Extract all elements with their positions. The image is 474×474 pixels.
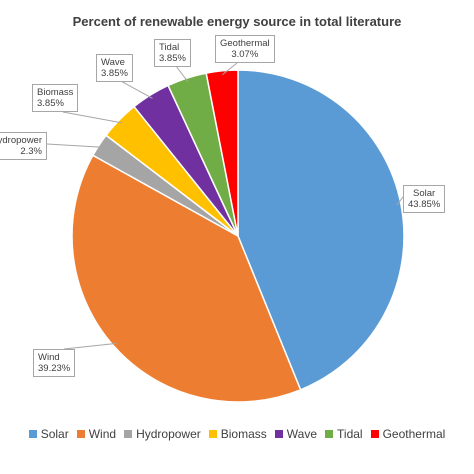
slice-label-tidal: Tidal	[159, 42, 180, 53]
slice-label-biomass: Biomass	[37, 87, 74, 98]
legend-label-wave: Wave	[286, 427, 318, 441]
slice-value-wave: 3.85%	[101, 68, 128, 79]
slice-label-geothermal: Geothermal	[220, 38, 270, 49]
legend-label-hydropower: Hydropower	[136, 427, 201, 441]
legend-label-solar: Solar	[40, 427, 69, 441]
legend-item-wind: Wind	[76, 427, 117, 441]
legend-swatch-biomass	[208, 430, 217, 438]
legend: Solar Wind Hydropower Biomass Wave Tidal…	[0, 427, 474, 441]
legend-swatch-geothermal	[370, 430, 379, 438]
leader-line-wave	[118, 79, 153, 99]
legend-item-geothermal: Geothermal	[370, 427, 446, 441]
callout-tidal: Tidal 3.85%	[154, 39, 191, 67]
chart-title: Percent of renewable energy source in to…	[72, 14, 402, 29]
leader-line-solar	[396, 196, 404, 206]
pie-slices	[71, 69, 405, 403]
slice-value-tidal: 3.85%	[159, 53, 186, 64]
legend-swatch-hydropower	[124, 430, 133, 438]
leader-line-tidal	[175, 65, 189, 83]
legend-item-hydropower: Hydropower	[124, 427, 201, 441]
slice-value-wind: 39.23%	[38, 363, 71, 374]
callout-geothermal: Geothermal 3.07%	[215, 35, 275, 63]
callout-wave: Wave 3.85%	[96, 54, 133, 82]
legend-label-geothermal: Geothermal	[382, 427, 446, 441]
leader-line-biomass	[62, 111, 123, 124]
leader-line-geothermal	[222, 62, 238, 76]
slice-label-wind: Wind	[38, 352, 60, 363]
callout-solar: Solar 43.85%	[403, 185, 446, 213]
slice-label-hydropower: Hydropower	[0, 135, 42, 146]
legend-swatch-tidal	[325, 430, 334, 438]
slice-value-hydropower: 2.3%	[20, 146, 42, 157]
pie-slice-geothermal	[205, 69, 239, 237]
legend-swatch-solar	[28, 430, 37, 438]
slice-value-solar: 43.85%	[408, 199, 441, 210]
legend-label-tidal: Tidal	[337, 427, 363, 441]
legend-item-tidal: Tidal	[325, 427, 363, 441]
slice-label-solar: Solar	[413, 188, 436, 199]
legend-item-wave: Wave	[274, 427, 318, 441]
slice-value-biomass: 3.85%	[37, 98, 64, 109]
callout-hydropower: Hydropower 2.3%	[0, 132, 47, 160]
pie-slice-wind	[71, 154, 302, 403]
slice-label-wave: Wave	[101, 57, 125, 68]
callout-wind: Wind 39.23%	[33, 349, 76, 377]
legend-label-wind: Wind	[88, 427, 117, 441]
legend-label-biomass: Biomass	[220, 427, 267, 441]
legend-swatch-wind	[76, 430, 85, 438]
callout-leader-lines	[46, 62, 404, 350]
leader-line-hydropower	[46, 143, 103, 148]
pie-slice-solar	[237, 69, 405, 391]
legend-item-biomass: Biomass	[208, 427, 267, 441]
legend-item-solar: Solar	[28, 427, 69, 441]
callout-biomass: Biomass 3.85%	[32, 84, 79, 112]
legend-swatch-wave	[274, 430, 283, 438]
slice-value-geothermal: 3.07%	[231, 49, 259, 60]
leader-line-wind	[63, 342, 117, 350]
